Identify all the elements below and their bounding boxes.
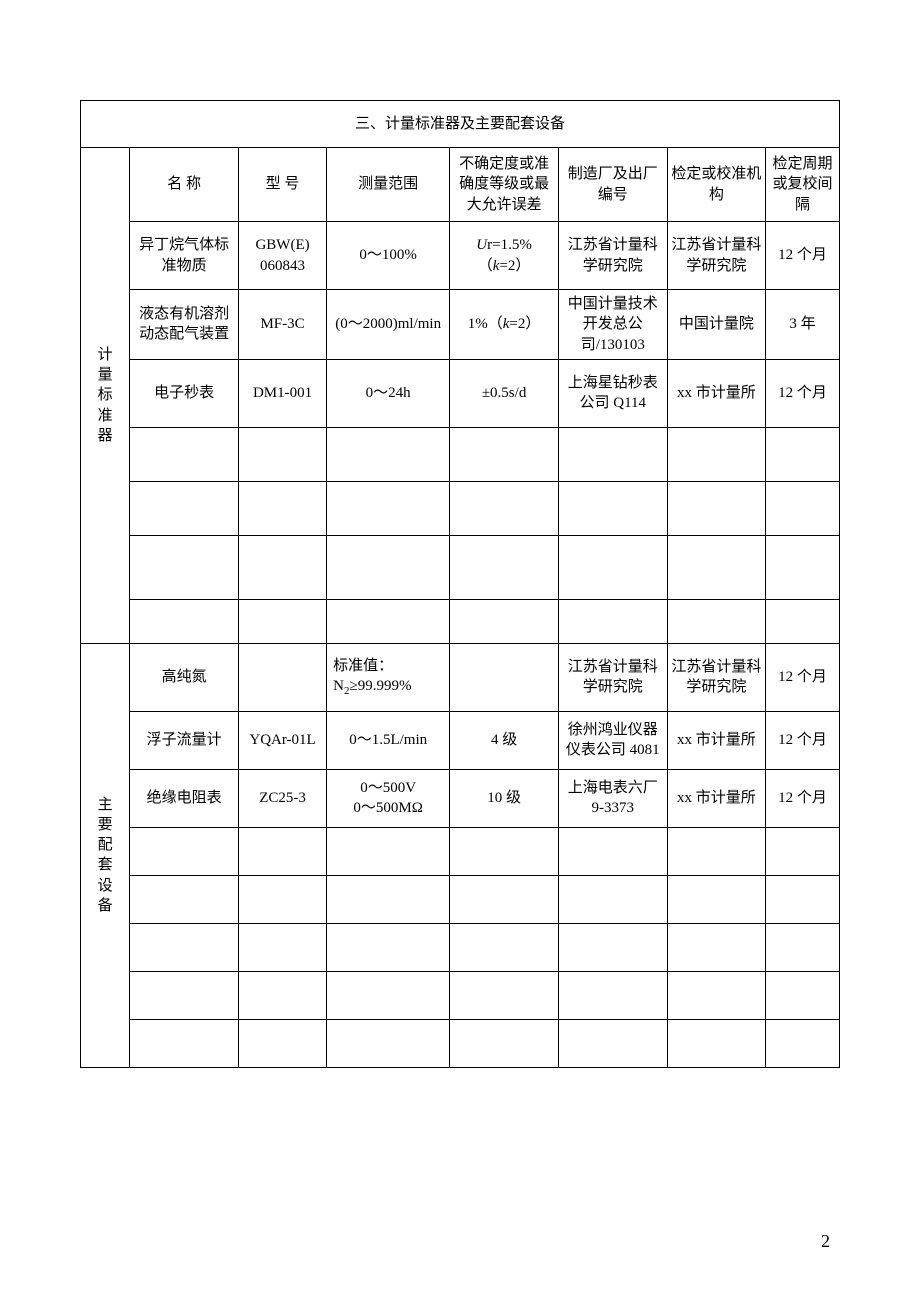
cell-org: 中国计量院: [667, 290, 765, 360]
col-period: 检定周期或复校间隔: [766, 148, 840, 222]
cell-mfr: 江苏省计量科学研究院: [558, 643, 667, 711]
cell-model: MF-3C: [238, 290, 326, 360]
table-row: 电子秒表 DM1-001 0～24h ±0.5s/d 上海星钻秒表公司 Q114…: [81, 359, 840, 427]
cell-model: GBW(E) 060843: [238, 222, 326, 290]
cell-mfr: 徐州鸿业仪器仪表公司 4081: [558, 711, 667, 769]
section2-side-label: 主要配套设备: [81, 643, 130, 1067]
table-row: [81, 923, 840, 971]
cell-model: ZC25-3: [238, 769, 326, 827]
cell-unc: ±0.5s/d: [450, 359, 559, 427]
table-row: 浮子流量计 YQAr-01L 0～1.5L/min 4 级 徐州鸿业仪器仪表公司…: [81, 711, 840, 769]
cell-name: 浮子流量计: [130, 711, 239, 769]
section2-label-text: 主要配套设备: [83, 795, 127, 917]
title-row: 三、计量标准器及主要配套设备: [81, 101, 840, 148]
cell-name: 异丁烷气体标准物质: [130, 222, 239, 290]
table-row: [81, 599, 840, 643]
cell-mfr: 上海星钻秒表公司 Q114: [558, 359, 667, 427]
table-row: [81, 875, 840, 923]
table-row: [81, 481, 840, 535]
page-number: 2: [821, 1231, 830, 1252]
section1-side-label: 计量标准器: [81, 148, 130, 644]
cell-range: 标准值：N2≥99.999%: [327, 643, 450, 711]
col-model: 型 号: [238, 148, 326, 222]
table-row: [81, 535, 840, 599]
cell-name: 绝缘电阻表: [130, 769, 239, 827]
cell-range: 0～100%: [327, 222, 450, 290]
cell-model: [238, 643, 326, 711]
table-row: [81, 827, 840, 875]
page: 三、计量标准器及主要配套设备 计量标准器 名 称 型 号 测量范围 不确定度或准…: [0, 0, 920, 1302]
col-uncertainty: 不确定度或准确度等级或最大允许误差: [450, 148, 559, 222]
cell-model: DM1-001: [238, 359, 326, 427]
section1-label-text: 计量标准器: [83, 345, 127, 446]
equipment-table: 三、计量标准器及主要配套设备 计量标准器 名 称 型 号 测量范围 不确定度或准…: [80, 100, 840, 1068]
cell-range: 0～24h: [327, 359, 450, 427]
table-row: [81, 1019, 840, 1067]
cell-range: 0～500V0～500MΩ: [327, 769, 450, 827]
cell-period: 12 个月: [766, 359, 840, 427]
cell-period: 12 个月: [766, 643, 840, 711]
cell-name: 电子秒表: [130, 359, 239, 427]
cell-unc: 1%（k=2）: [450, 290, 559, 360]
cell-period: 3 年: [766, 290, 840, 360]
cell-period: 12 个月: [766, 222, 840, 290]
cell-model: YQAr-01L: [238, 711, 326, 769]
col-org: 检定或校准机构: [667, 148, 765, 222]
col-range: 测量范围: [327, 148, 450, 222]
col-name: 名 称: [130, 148, 239, 222]
cell-mfr: 江苏省计量科学研究院: [558, 222, 667, 290]
cell-period: 12 个月: [766, 769, 840, 827]
cell-unc: 4 级: [450, 711, 559, 769]
cell-mfr: 中国计量技术开发总公司/130103: [558, 290, 667, 360]
cell-org: xx 市计量所: [667, 711, 765, 769]
cell-period: 12 个月: [766, 711, 840, 769]
table-row: 异丁烷气体标准物质 GBW(E) 060843 0～100% Ur=1.5%（k…: [81, 222, 840, 290]
cell-org: xx 市计量所: [667, 769, 765, 827]
cell-unc: [450, 643, 559, 711]
section-title: 三、计量标准器及主要配套设备: [81, 101, 840, 148]
table-row: 液态有机溶剂动态配气装置 MF-3C (0～2000)ml/min 1%（k=2…: [81, 290, 840, 360]
cell-mfr: 上海电表六厂 9-3373: [558, 769, 667, 827]
cell-name: 高纯氮: [130, 643, 239, 711]
table-row: 主要配套设备 高纯氮 标准值：N2≥99.999% 江苏省计量科学研究院 江苏省…: [81, 643, 840, 711]
cell-unc: Ur=1.5%（k=2）: [450, 222, 559, 290]
cell-name: 液态有机溶剂动态配气装置: [130, 290, 239, 360]
table-row: 绝缘电阻表 ZC25-3 0～500V0～500MΩ 10 级 上海电表六厂 9…: [81, 769, 840, 827]
cell-org: xx 市计量所: [667, 359, 765, 427]
cell-range: 0～1.5L/min: [327, 711, 450, 769]
col-mfr: 制造厂及出厂编号: [558, 148, 667, 222]
cell-range: (0～2000)ml/min: [327, 290, 450, 360]
cell-org: 江苏省计量科学研究院: [667, 222, 765, 290]
cell-unc: 10 级: [450, 769, 559, 827]
table-row: [81, 971, 840, 1019]
cell-org: 江苏省计量科学研究院: [667, 643, 765, 711]
header-row: 计量标准器 名 称 型 号 测量范围 不确定度或准确度等级或最大允许误差 制造厂…: [81, 148, 840, 222]
table-row: [81, 427, 840, 481]
